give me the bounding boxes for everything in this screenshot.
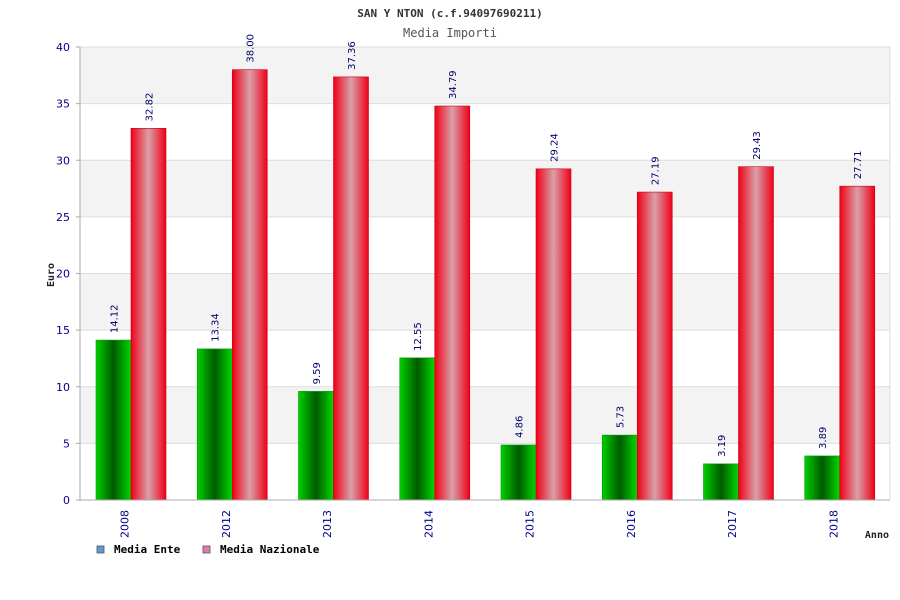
bar-media-ente-2008 xyxy=(95,339,132,501)
legend-label-media-ente: Media Ente xyxy=(114,543,181,556)
data-label: 9.59 xyxy=(312,362,323,384)
bar-media-nazionale-2008 xyxy=(130,128,167,501)
data-label: 27.71 xyxy=(853,151,864,180)
data-label: 4.86 xyxy=(515,416,526,438)
x-tick-label: 2018 xyxy=(827,510,840,538)
x-tick-label: 2015 xyxy=(524,510,537,538)
bar-media-ente-2018 xyxy=(804,455,841,501)
bar-media-ente-2017 xyxy=(703,463,739,501)
data-label: 3.19 xyxy=(717,435,728,457)
data-label: 27.19 xyxy=(651,156,662,185)
chart-subtitle: Media Importi xyxy=(403,26,497,40)
data-label: 29.24 xyxy=(550,133,561,162)
y-tick-label: 10 xyxy=(56,381,70,394)
x-tick-label: 2008 xyxy=(119,510,132,538)
bar-media-ente-2014 xyxy=(399,357,436,501)
x-tick-label: 2017 xyxy=(726,510,739,538)
grid-band xyxy=(80,47,890,104)
chart-title: SAN Y NTON (c.f.94097690211) xyxy=(357,7,542,20)
bar-media-ente-2013 xyxy=(298,391,334,501)
x-tick-label: 2013 xyxy=(321,510,334,538)
legend: Media Ente Media Nazionale xyxy=(96,543,320,556)
data-label: 32.82 xyxy=(145,93,156,122)
value-labels: 14.12 32.82 13.34 38.00 9.59 37.36 12.55 34.79 4… xyxy=(110,34,865,457)
data-label: 29.43 xyxy=(752,131,763,160)
data-label: 34.79 xyxy=(448,70,459,99)
bar-media-nazionale-2012 xyxy=(231,69,268,501)
x-tick-label: 2012 xyxy=(220,510,233,538)
y-tick-label: 0 xyxy=(63,494,70,507)
bar-media-ente-2016 xyxy=(601,434,638,501)
bars xyxy=(95,69,876,501)
y-tick-label: 30 xyxy=(56,154,70,167)
y-tick-label: 25 xyxy=(56,211,70,224)
bar-media-nazionale-2018 xyxy=(839,185,876,501)
x-tick-label: 2016 xyxy=(625,510,638,538)
data-label: 37.36 xyxy=(347,41,358,70)
bar-media-nazionale-2013 xyxy=(333,76,369,501)
bar-media-nazionale-2016 xyxy=(636,191,673,501)
data-label: 5.73 xyxy=(616,406,627,428)
data-label: 38.00 xyxy=(246,34,257,63)
bar-media-nazionale-2015 xyxy=(535,168,572,501)
y-tick-label: 5 xyxy=(63,437,70,450)
legend-swatch-media-ente xyxy=(96,545,105,554)
y-axis-label: Euro xyxy=(46,263,57,287)
x-axis-ticks: 2008 2012 2013 2014 2015 2016 2017 2018 xyxy=(119,510,841,538)
bar-media-ente-2015 xyxy=(500,444,537,501)
y-axis-ticks: 0 5 10 15 20 25 30 35 40 xyxy=(56,41,80,507)
data-label: 13.34 xyxy=(211,313,222,342)
y-tick-label: 15 xyxy=(56,324,70,337)
data-label: 14.12 xyxy=(110,304,121,333)
x-tick-label: 2014 xyxy=(422,510,435,538)
y-tick-label: 35 xyxy=(56,98,70,111)
legend-label-media-nazionale: Media Nazionale xyxy=(220,543,320,556)
bar-media-ente-2012 xyxy=(196,348,233,501)
data-label: 3.89 xyxy=(818,427,829,449)
x-axis-label: Anno xyxy=(865,530,889,541)
bar-media-nazionale-2014 xyxy=(434,105,471,501)
y-tick-label: 20 xyxy=(56,268,70,281)
y-tick-label: 40 xyxy=(56,41,70,54)
bar-media-nazionale-2017 xyxy=(738,166,774,501)
legend-swatch-media-nazionale xyxy=(202,545,211,554)
data-label: 12.55 xyxy=(413,322,424,351)
